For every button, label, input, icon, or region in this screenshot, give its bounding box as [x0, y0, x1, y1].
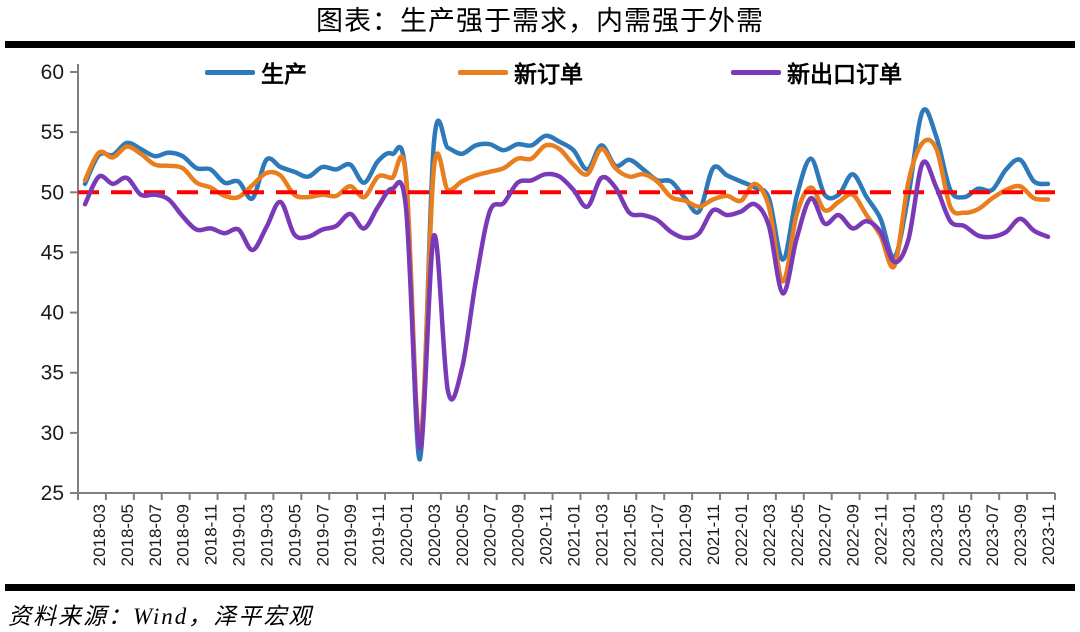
y-tick-label: 35: [41, 362, 64, 385]
legend-label-new-orders: 新订单: [514, 62, 583, 87]
new-export-orders-line: [82, 159, 1051, 451]
x-tick-label: 2021-09: [676, 504, 695, 566]
x-tick-label: 2018-07: [146, 504, 165, 566]
x-tick-label: 2019-11: [369, 504, 388, 565]
x-tick-label: 2020-03: [425, 504, 444, 566]
top-divider: [5, 41, 1075, 48]
x-tick-label: 2022-01: [732, 504, 751, 566]
x-tick-label: 2019-07: [313, 504, 332, 566]
x-tick-label: 2018-09: [174, 504, 193, 566]
legend-label-production: 生产: [261, 62, 307, 87]
y-tick-label: 30: [41, 422, 64, 445]
source-note: 资料来源：Wind，泽平宏观: [8, 604, 314, 629]
x-tick-label: 2020-09: [509, 504, 528, 566]
new-orders-line-swatch: [458, 69, 508, 75]
x-tick-label: 2019-09: [341, 504, 360, 566]
x-tick-label: 2021-11: [704, 504, 723, 565]
x-tick-label: 2018-11: [202, 504, 221, 565]
x-tick-label: 2018-05: [118, 504, 137, 566]
pmi-line-chart: 60 55 50 45 40 35 30 25 2018-03 2018-05 2018-07 201…: [41, 61, 1058, 566]
x-tick-label: 2022-07: [816, 504, 835, 566]
x-tick-label: 2018-03: [90, 504, 109, 566]
y-tick-label: 50: [41, 181, 64, 204]
y-tick-label: 45: [41, 241, 64, 264]
new-export-orders-line-swatch: [731, 69, 781, 75]
x-tick-label: 2022-11: [872, 504, 891, 565]
y-tick-label: 60: [41, 61, 64, 84]
x-tick-label: 2023-05: [955, 504, 974, 566]
x-tick-label: 2021-07: [648, 504, 667, 566]
x-tick-label: 2023-03: [927, 504, 946, 566]
x-tick-label: 2019-01: [230, 504, 249, 566]
production-line-swatch: [205, 69, 255, 75]
x-tick-label: 2023-01: [899, 504, 918, 566]
legend-item-production: 生产: [205, 56, 307, 88]
x-tick-label: 2021-01: [564, 504, 583, 566]
x-tick-label: 2023-09: [1011, 504, 1030, 566]
legend-item-new-orders: 新订单: [458, 56, 583, 88]
production-line: [82, 107, 1051, 462]
x-tick-label: 2019-05: [285, 504, 304, 566]
y-tick-label: 40: [41, 302, 64, 325]
x-tick-label: 2019-03: [257, 504, 276, 566]
x-tick-label: 2021-05: [620, 504, 639, 566]
x-tick-label: 2021-03: [592, 504, 611, 566]
y-tick-label: 55: [41, 121, 64, 144]
x-tick-label: 2020-05: [453, 504, 472, 566]
x-tick-label: 2022-09: [844, 504, 863, 566]
chart-title: 图表：生产强于需求，内需强于外需: [316, 6, 764, 36]
x-tick-label: 2020-11: [537, 504, 556, 565]
x-tick-label: 2022-03: [760, 504, 779, 566]
legend-item-new-export-orders: 新出口订单: [731, 56, 902, 88]
y-tick-label: 25: [41, 482, 64, 505]
x-tick-label: 2023-11: [1039, 504, 1058, 565]
bottom-divider: [5, 584, 1075, 591]
x-tick-label: 2022-05: [788, 504, 807, 566]
chart-legend: 生产 新订单 新出口订单: [0, 56, 1080, 88]
legend-label-new-export-orders: 新出口订单: [787, 62, 902, 87]
x-tick-label: 2023-07: [983, 504, 1002, 566]
x-tick-label: 2020-01: [397, 504, 416, 566]
x-tick-label: 2020-07: [481, 504, 500, 566]
